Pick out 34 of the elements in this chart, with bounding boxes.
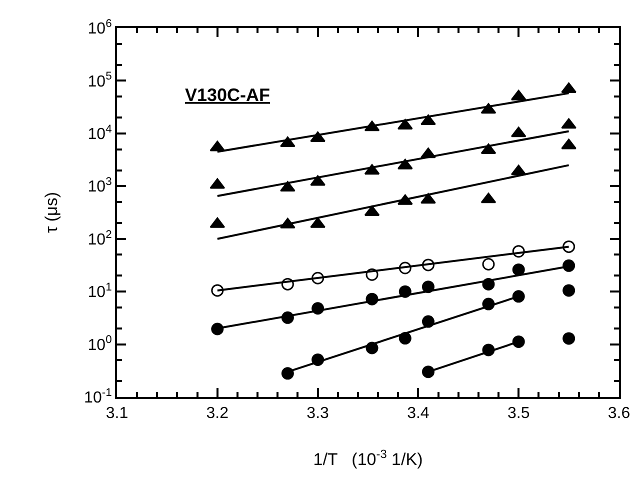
y-tick-label: 10$^{3}$: [88, 176, 112, 196]
point: [211, 322, 224, 336]
point: [310, 217, 326, 228]
point: [512, 263, 525, 276]
x-tick-label: 3.3: [306, 405, 330, 422]
annotation: V130C-AF: [185, 85, 270, 105]
point: [420, 114, 436, 126]
x-tick-label: 3.6: [608, 405, 630, 422]
y-tick-label: 10$^{6}$: [88, 18, 112, 38]
y-tick-label: 10$^{-1}$: [84, 386, 112, 407]
x-tick-label: 3.1: [106, 405, 128, 422]
point: [561, 118, 576, 129]
y-tick-label: 10$^{1}$: [88, 281, 112, 302]
point: [562, 332, 576, 345]
point: [512, 335, 525, 348]
y-tick-label: 10$^{5}$: [88, 70, 112, 90]
y-axis-title: τ (μs): [42, 192, 62, 234]
x-tick-label: 3.4: [407, 405, 430, 422]
point: [482, 258, 495, 270]
y-tick-label: 10$^{2}$: [88, 228, 112, 248]
point: [561, 82, 576, 93]
point: [512, 290, 525, 303]
point: [422, 366, 434, 378]
point: [561, 138, 576, 150]
x-axis-title: 1/T (10$^{-3}$ 1/K): [313, 446, 423, 470]
point: [420, 193, 436, 204]
point: [281, 367, 294, 380]
x-tick-label: 3.2: [206, 405, 229, 422]
point: [562, 259, 576, 272]
point: [562, 284, 576, 297]
y-tick-label: 10$^{0}$: [88, 334, 112, 354]
y-tick-label: 10$^{4}$: [88, 123, 112, 144]
point: [280, 181, 296, 192]
x-tick-label: 3.5: [507, 405, 530, 422]
